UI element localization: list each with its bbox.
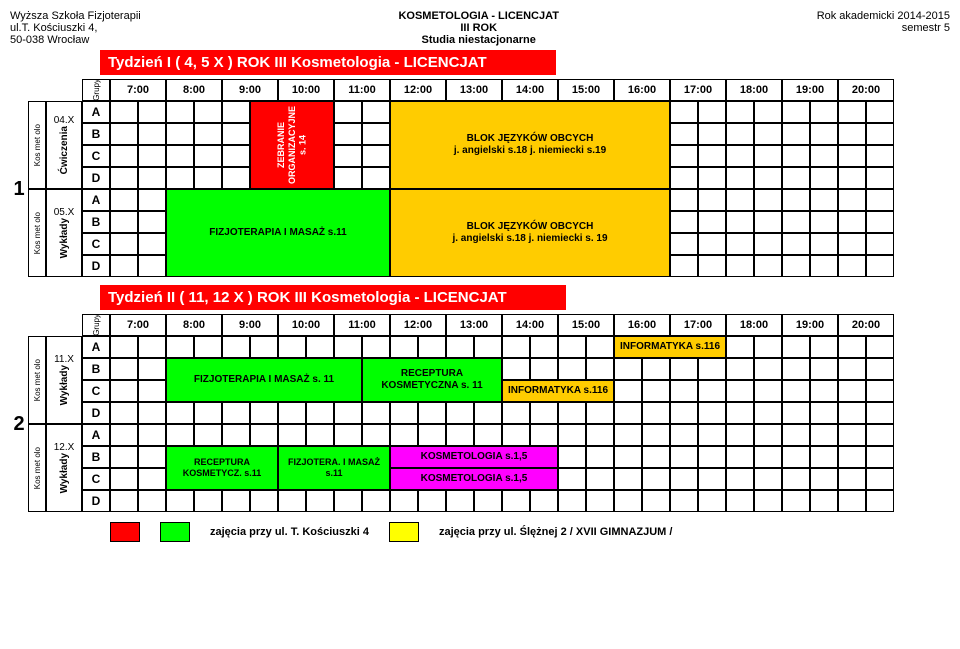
week1-num: 1: [10, 101, 28, 277]
t2-7: 7:00: [110, 314, 166, 336]
time-15: 15:00: [558, 79, 614, 101]
w1d1-B: B: [82, 123, 110, 145]
w2d1-B: B: [82, 358, 110, 380]
hdr-c3: Studia niestacjonarne: [398, 34, 559, 46]
week2-num: 2: [10, 336, 28, 512]
w2d2-D: D: [82, 490, 110, 512]
t2-16: 16:00: [614, 314, 670, 336]
block-recep-bc: RECEPTURA KOSMETYCZ. s.11: [166, 446, 278, 490]
legend: zajęcia przy ul. T. Kościuszki 4 zajęcia…: [110, 522, 950, 542]
time-9: 9:00: [222, 79, 278, 101]
time-7: 7:00: [110, 79, 166, 101]
w2d2-C: C: [82, 468, 110, 490]
t2-15: 15:00: [558, 314, 614, 336]
w2d1-C: C: [82, 380, 110, 402]
block-inf-bc: INFORMATYKA s.116: [502, 380, 614, 402]
grupy-head2: Grupy: [82, 314, 110, 336]
time-10: 10:00: [278, 79, 334, 101]
header-left: Wyższa Szkoła Fizjoterapii ul.T. Kościus…: [10, 10, 141, 46]
t2-19: 19:00: [782, 314, 838, 336]
day-12x: 12.X Wykłady: [46, 424, 82, 512]
w1d2-D: D: [82, 255, 110, 277]
day-04x: 04.X Ćwiczenia: [46, 101, 82, 189]
time-18: 18:00: [726, 79, 782, 101]
w1d1-C: C: [82, 145, 110, 167]
side-kosmet-2a: Kos met olo: [28, 336, 46, 424]
t2-20: 20:00: [838, 314, 894, 336]
hdr-r1: Rok akademicki 2014-2015: [817, 10, 950, 22]
side-kosmet-2b: Kos met olo: [28, 424, 46, 512]
t2-11: 11:00: [334, 314, 390, 336]
legend-green-box: [160, 522, 190, 542]
t2-8: 8:00: [166, 314, 222, 336]
w2d1-D: D: [82, 402, 110, 424]
hdr-c1: KOSMETOLOGIA - LICENCJAT: [398, 10, 559, 22]
block-jezyk2: BLOK JĘZYKÓW OBCYCH j. angielski s.18 j.…: [390, 189, 670, 277]
t2-12: 12:00: [390, 314, 446, 336]
header-center: KOSMETOLOGIA - LICENCJAT III ROK Studia …: [398, 10, 559, 46]
time-12: 12:00: [390, 79, 446, 101]
block-fizjo2: FIZJOTERAPIA I MASAŻ s. 11: [166, 358, 362, 402]
legend-yellow-box: [389, 522, 419, 542]
w2d2-A: A: [82, 424, 110, 446]
week2-title: Tydzień II ( 11, 12 X ) ROK III Kosmetol…: [100, 285, 566, 310]
legend-green-label: zajęcia przy ul. T. Kościuszki 4: [210, 526, 369, 538]
w1d1-D: D: [82, 167, 110, 189]
t2-13: 13:00: [446, 314, 502, 336]
legend-yellow-label: zajęcia przy ul. Ślężnej 2 / XVII GIMNAZ…: [439, 526, 673, 538]
t2-18: 18:00: [726, 314, 782, 336]
t2-17: 17:00: [670, 314, 726, 336]
block-kosme-c: KOSMETOLOGIA s.1,5: [390, 468, 558, 490]
w1d1-A: A: [82, 101, 110, 123]
grupy-head: Grupy: [82, 79, 110, 101]
day-05x: 05.X Wykłady: [46, 189, 82, 277]
time-20: 20:00: [838, 79, 894, 101]
t2-10: 10:00: [278, 314, 334, 336]
time-11: 11:00: [334, 79, 390, 101]
w1d2-A: A: [82, 189, 110, 211]
block-jezyk1: BLOK JĘZYKÓW OBCYCH j. angielski s.18 j.…: [390, 101, 670, 189]
week1-grid: Grupy 7:00 8:00 9:00 10:00 11:00 12:00 1…: [10, 79, 950, 277]
w2d2-B: B: [82, 446, 110, 468]
side-kosmet-1a: Kos met olo: [28, 101, 46, 189]
w2d1-A: A: [82, 336, 110, 358]
hdr-l1: Wyższa Szkoła Fizjoterapii: [10, 10, 141, 22]
w1d2-C: C: [82, 233, 110, 255]
block-fizjotera-bc: FIZJOTERA. I MASAŻ s.11: [278, 446, 390, 490]
header-right: Rok akademicki 2014-2015 semestr 5: [817, 10, 950, 46]
time-16: 16:00: [614, 79, 670, 101]
time-13: 13:00: [446, 79, 502, 101]
t2-9: 9:00: [222, 314, 278, 336]
block-fizjo1: FIZJOTERAPIA I MASAŻ s.11: [166, 189, 390, 277]
t2-14: 14:00: [502, 314, 558, 336]
time-8: 8:00: [166, 79, 222, 101]
time-14: 14:00: [502, 79, 558, 101]
hdr-r2: semestr 5: [817, 22, 950, 34]
page-header: Wyższa Szkoła Fizjoterapii ul.T. Kościus…: [10, 10, 950, 46]
day-11x: 11.X Wykłady: [46, 336, 82, 424]
block-inf-a: INFORMATYKA s.116: [614, 336, 726, 358]
hdr-l3: 50-038 Wrocław: [10, 34, 141, 46]
block-recep: RECEPTURA KOSMETYCZNA s. 11: [362, 358, 502, 402]
time-19: 19:00: [782, 79, 838, 101]
side-kosmet-1b: Kos met olo: [28, 189, 46, 277]
hdr-l2: ul.T. Kościuszki 4,: [10, 22, 141, 34]
week2-grid: Grupy 7:00 8:00 9:00 10:00 11:00 12:00 1…: [10, 314, 950, 512]
block-kosme-b: KOSMETOLOGIA s.1,5: [390, 446, 558, 468]
w1d2-B: B: [82, 211, 110, 233]
legend-red-box: [110, 522, 140, 542]
hdr-c2: III ROK: [398, 22, 559, 34]
time-17: 17:00: [670, 79, 726, 101]
week1-title: Tydzień I ( 4, 5 X ) ROK III Kosmetologi…: [100, 50, 556, 75]
block-zebranie: ZEBRANIE ORGANIZACYJNE s. 14: [250, 101, 334, 189]
